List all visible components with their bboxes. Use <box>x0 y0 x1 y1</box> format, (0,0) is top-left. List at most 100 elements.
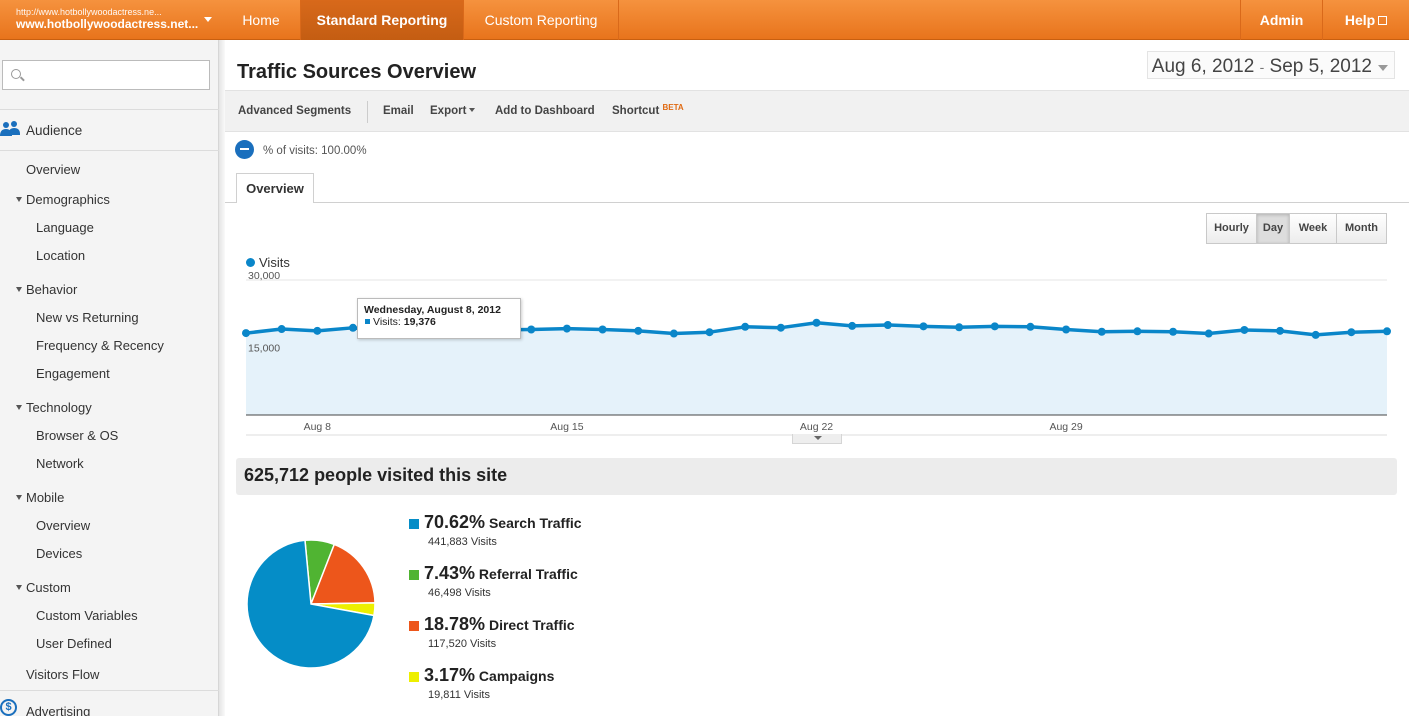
data-point[interactable] <box>1276 326 1285 335</box>
data-point[interactable] <box>919 322 928 331</box>
nav-admin[interactable]: Admin <box>1240 0 1322 40</box>
x-tick-label: Aug 8 <box>304 421 332 433</box>
data-point[interactable] <box>634 326 643 335</box>
date-range-picker[interactable]: Aug 6, 2012 - Sep 5, 2012 <box>1146 51 1395 79</box>
nav-custom-reporting[interactable]: Custom Reporting <box>464 0 619 40</box>
external-link-icon <box>1378 16 1388 25</box>
chevron-down-icon <box>204 17 212 22</box>
sidebar-item-engagement[interactable]: Engagement <box>36 366 110 381</box>
sidebar-item-frequency-recency[interactable]: Frequency & Recency <box>36 338 164 353</box>
legend-label: Visits <box>259 255 290 270</box>
data-point[interactable] <box>348 323 357 332</box>
pie-slice[interactable] <box>309 543 376 605</box>
sidebar-advertising[interactable]: Advertising <box>26 704 91 716</box>
granularity-day[interactable]: Day <box>1256 213 1290 244</box>
data-point[interactable] <box>776 323 785 332</box>
sidebar-item-mobile-overview[interactable]: Overview <box>36 518 91 533</box>
sidebar-item-technology[interactable]: Technology <box>16 400 92 415</box>
data-point[interactable] <box>812 318 821 327</box>
sidebar-item-overview[interactable]: Overview <box>26 162 81 177</box>
data-point[interactable] <box>1062 325 1071 334</box>
data-point[interactable] <box>1240 325 1249 334</box>
sidebar-item-custom[interactable]: Custom <box>16 580 71 595</box>
beta-badge: BETA <box>662 103 684 112</box>
nav-home[interactable]: Home <box>222 0 301 40</box>
data-point[interactable] <box>277 325 286 334</box>
data-point[interactable] <box>1097 327 1106 336</box>
x-tick-label: Aug 29 <box>1049 421 1082 433</box>
data-point[interactable] <box>848 321 857 330</box>
sidebar-item-new-vs-returning[interactable]: New vs Returning <box>36 310 139 325</box>
data-point[interactable] <box>527 325 536 334</box>
data-point[interactable] <box>1169 327 1178 336</box>
sidebar: Audience Overview Demographics Language … <box>0 40 219 716</box>
sidebar-item-visitors-flow[interactable]: Visitors Flow <box>26 667 100 682</box>
search-input[interactable] <box>2 60 210 90</box>
email-button[interactable]: Email <box>383 105 414 117</box>
source-pct-value: 3.17% <box>424 665 476 685</box>
date-start: Aug 6, 2012 <box>1151 56 1255 77</box>
sidebar-item-mobile[interactable]: Mobile <box>15 490 65 505</box>
nav-help[interactable]: Help <box>1322 0 1409 40</box>
data-point[interactable] <box>990 322 999 331</box>
data-point[interactable] <box>1383 327 1391 336</box>
data-point[interactable] <box>883 321 892 329</box>
x-tick-label: Aug 22 <box>800 421 833 433</box>
visits-chart[interactable]: 30,000 15,000 Aug 8 Aug 15 Aug 22 Aug 29 <box>225 270 1395 440</box>
data-point[interactable] <box>1133 327 1142 336</box>
pie-slice[interactable] <box>246 539 375 669</box>
tooltip-date: Wednesday, August 8, 2012 <box>364 304 501 316</box>
source-swatch <box>409 672 419 682</box>
sidebar-item-devices[interactable]: Devices <box>36 546 83 561</box>
sidebar-item-browser-os[interactable]: Browser & OS <box>36 428 119 443</box>
chart-tooltip: Wednesday, August 8, 2012 Visits: 19,376 <box>357 298 521 339</box>
audience-icon <box>0 121 20 136</box>
add-to-dashboard-button[interactable]: Add to Dashboard <box>495 105 595 117</box>
data-point[interactable] <box>1347 328 1356 337</box>
account-selector[interactable]: http://www.hotbollywoodactress.ne... www… <box>0 0 222 40</box>
data-point[interactable] <box>1204 329 1213 338</box>
report-toolbar: Advanced Segments Email Export Add to Da… <box>225 90 1409 132</box>
search-icon <box>11 69 21 79</box>
shortcut-button[interactable]: Shortcut BETA <box>612 103 684 117</box>
sidebar-audience[interactable]: Audience <box>26 123 83 138</box>
granularity-hourly[interactable]: Hourly <box>1206 213 1257 244</box>
account-name: www.hotbollywoodactress.net... <box>16 17 199 31</box>
sidebar-item-network[interactable]: Network <box>36 456 84 471</box>
granularity-month[interactable]: Month <box>1336 213 1387 244</box>
series-swatch <box>365 319 370 324</box>
source-percentage: 70.62% Search Traffic <box>424 512 582 533</box>
data-point[interactable] <box>741 322 750 331</box>
nav-standard-reporting[interactable]: Standard Reporting <box>301 0 464 40</box>
sidebar-item-language[interactable]: Language <box>36 220 94 235</box>
sidebar-item-demographics[interactable]: Demographics <box>16 192 110 207</box>
data-point[interactable] <box>1026 322 1035 331</box>
source-name: Direct Traffic <box>485 617 575 633</box>
export-button[interactable]: Export <box>430 105 476 117</box>
sidebar-item-location[interactable]: Location <box>36 248 86 263</box>
source-swatch <box>409 519 419 529</box>
source-visits: 46,498 Visits <box>428 587 491 599</box>
data-point[interactable] <box>955 323 964 332</box>
traffic-pie-chart[interactable] <box>245 538 377 670</box>
date-end: Sep 5, 2012 <box>1269 56 1372 77</box>
sidebar-item-behavior[interactable]: Behavior <box>15 282 78 297</box>
data-point[interactable] <box>598 325 607 334</box>
data-point[interactable] <box>242 329 250 338</box>
data-point[interactable] <box>562 324 571 333</box>
divider <box>0 150 219 151</box>
advertising-icon: $ <box>0 699 17 716</box>
granularity-week[interactable]: Week <box>1289 213 1337 244</box>
sidebar-item-custom-variables[interactable]: Custom Variables <box>36 608 138 623</box>
data-point[interactable] <box>313 326 322 335</box>
data-point[interactable] <box>1311 330 1320 339</box>
chart-collapse-handle[interactable] <box>792 434 842 444</box>
tab-overview[interactable]: Overview <box>236 173 314 203</box>
advanced-segments-button[interactable]: Advanced Segments <box>238 105 352 117</box>
sidebar-item-user-defined[interactable]: User Defined <box>36 636 112 651</box>
source-name: Referral Traffic <box>475 566 578 582</box>
data-point[interactable] <box>669 329 678 338</box>
data-point[interactable] <box>705 328 714 337</box>
source-pct-value: 7.43% <box>424 563 476 583</box>
export-label: Export <box>430 105 467 117</box>
